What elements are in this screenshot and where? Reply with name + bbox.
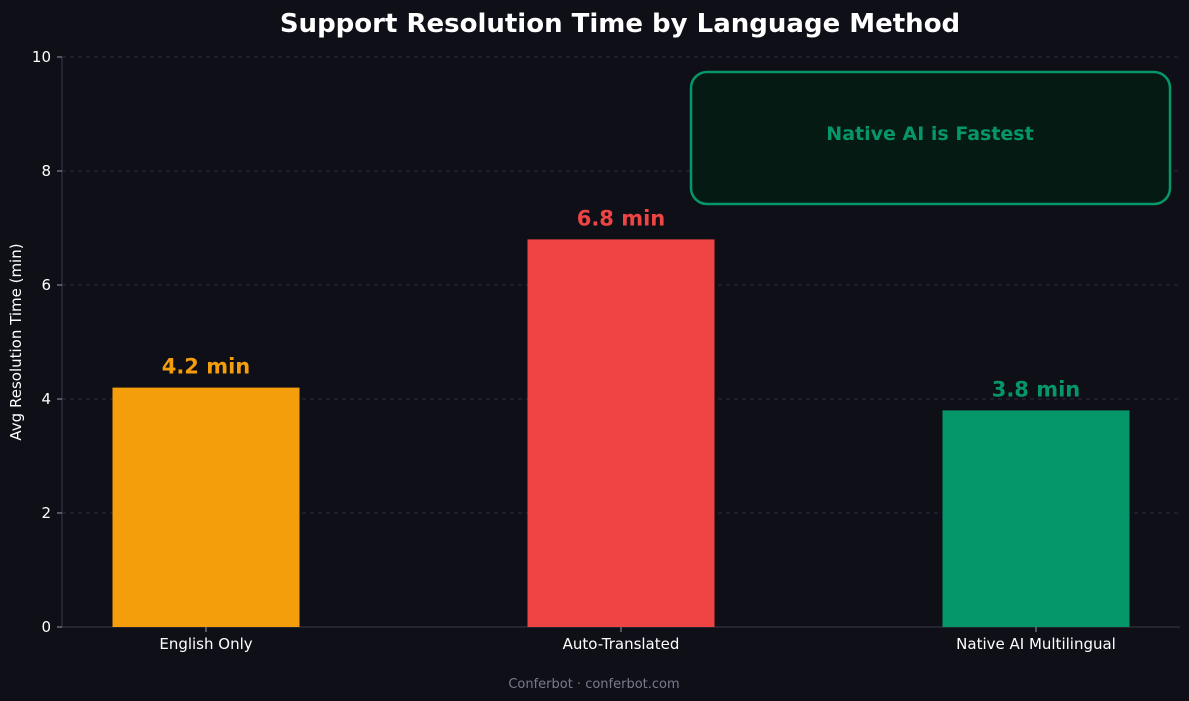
annotation-text: Native AI is Fastest — [826, 123, 1033, 145]
chart-title: Support Resolution Time by Language Meth… — [280, 9, 960, 39]
x-tick-label: Auto-Translated — [563, 635, 680, 653]
data-label: 3.8 min — [992, 377, 1081, 401]
y-tick-label: 6 — [41, 276, 51, 294]
y-tick-label: 2 — [41, 504, 51, 522]
y-tick-label: 0 — [41, 618, 51, 636]
data-labels: 4.2 min 6.8 min 3.8 min — [162, 206, 1081, 401]
annotation-callout: Native AI is Fastest — [689, 70, 1172, 206]
bar — [942, 410, 1130, 627]
x-tick-label: English Only — [159, 635, 252, 653]
y-tick-label: 10 — [32, 48, 51, 66]
y-tick-label: 8 — [41, 162, 51, 180]
y-ticks: 0 2 4 6 8 10 — [32, 48, 62, 636]
y-tick-label: 4 — [41, 390, 51, 408]
bars — [112, 239, 1130, 627]
annotation-box — [689, 70, 1172, 206]
footer-credit: Conferbot · conferbot.com — [508, 677, 679, 692]
x-ticks: English Only Auto-Translated Native AI Mul… — [159, 627, 1116, 653]
bar — [112, 387, 300, 627]
data-label: 4.2 min — [162, 355, 251, 379]
x-tick-label: Native AI Multilingual — [956, 635, 1116, 653]
bar — [527, 239, 715, 627]
y-axis-label: Avg Resolution Time (min) — [7, 243, 25, 440]
data-label: 6.8 min — [577, 206, 666, 230]
